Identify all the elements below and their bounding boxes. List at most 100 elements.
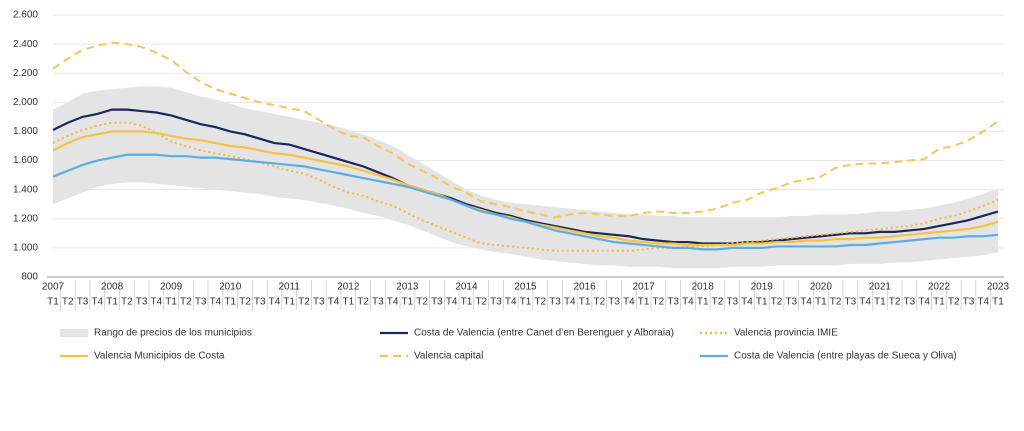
x-tick-label: T1: [579, 297, 591, 308]
legend-label: Costa de Valencia (entre playas de Sueca…: [734, 351, 957, 362]
year-label: 2012: [337, 282, 360, 293]
x-tick-label: T4: [328, 297, 340, 308]
x-tick-label: T3: [313, 297, 325, 308]
x-tick-label: T1: [47, 297, 59, 308]
x-tick-label: T2: [416, 297, 428, 308]
x-tick-label: T2: [593, 297, 605, 308]
x-tick-label: T3: [785, 297, 797, 308]
x-tick-label: T1: [874, 297, 886, 308]
year-label: 2017: [633, 282, 656, 293]
y-tick-label: 1.600: [13, 155, 38, 166]
x-tick-label: T3: [195, 297, 207, 308]
x-tick-label: T1: [402, 297, 414, 308]
year-label: 2021: [869, 282, 892, 293]
x-tick-label: T4: [682, 297, 694, 308]
y-tick-label: 1.200: [13, 213, 38, 224]
y-tick-label: 800: [21, 272, 38, 283]
x-tick-label: T2: [712, 297, 724, 308]
x-tick-label: T2: [298, 297, 310, 308]
y-tick-label: 2.200: [13, 68, 38, 79]
x-tick-label: T1: [165, 297, 177, 308]
x-tick-label: T4: [446, 297, 458, 308]
series-line: [52, 108, 999, 245]
x-tick-label: T1: [815, 297, 827, 308]
year-label: 2010: [219, 282, 242, 293]
x-tick-label: T4: [918, 297, 930, 308]
x-tick-label: T2: [475, 297, 487, 308]
y-tick-label: 2.400: [13, 39, 38, 50]
x-tick-label: T1: [224, 297, 236, 308]
x-tick-label: T4: [800, 297, 812, 308]
legend-label: Valencia capital: [414, 351, 483, 362]
year-label: 2022: [928, 282, 951, 293]
year-label: 2008: [101, 282, 124, 293]
x-tick-label: T4: [387, 297, 399, 308]
x-tick-label: T3: [726, 297, 738, 308]
year-label: 2023: [987, 282, 1010, 293]
x-tick-label: T1: [520, 297, 532, 308]
year-label: 2007: [42, 282, 65, 293]
x-tick-label: T3: [845, 297, 857, 308]
year-label: 2014: [455, 282, 478, 293]
year-label: 2019: [751, 282, 774, 293]
series-line: [52, 153, 999, 251]
year-label: 2020: [810, 282, 833, 293]
x-tick-label: T4: [741, 297, 753, 308]
y-tick-label: 1.400: [13, 184, 38, 195]
x-tick-label: T2: [121, 297, 133, 308]
x-tick-label: T3: [77, 297, 89, 308]
x-tick-label: T4: [505, 297, 517, 308]
x-tick-label: T3: [372, 297, 384, 308]
x-tick-label: T3: [904, 297, 916, 308]
x-tick-label: T4: [623, 297, 635, 308]
legend-label: Valencia provincia IMIE: [734, 328, 838, 339]
x-tick-label: T3: [549, 297, 561, 308]
x-tick-label: T4: [977, 297, 989, 308]
x-tick-label: T4: [859, 297, 871, 308]
x-tick-label: T2: [180, 297, 192, 308]
legend-label: Rango de precios de los municipios: [94, 328, 252, 339]
x-tick-label: T3: [490, 297, 502, 308]
x-tick-label: T3: [431, 297, 443, 308]
y-tick-label: 1.000: [13, 243, 38, 254]
range-band: [53, 86, 998, 269]
x-tick-label: T4: [91, 297, 103, 308]
year-label: 2013: [396, 282, 419, 293]
x-tick-label: T2: [239, 297, 251, 308]
x-tick-label: T1: [933, 297, 945, 308]
x-tick-label: T2: [653, 297, 665, 308]
x-tick-label: T2: [948, 297, 960, 308]
x-tick-label: T1: [342, 297, 354, 308]
x-tick-label: T4: [564, 297, 576, 308]
y-tick-label: 2.000: [13, 97, 38, 108]
x-tick-label: T2: [534, 297, 546, 308]
x-tick-label: T1: [756, 297, 768, 308]
x-tick-label: T1: [697, 297, 709, 308]
x-tick-label: T3: [254, 297, 266, 308]
x-tick-label: T4: [151, 297, 163, 308]
x-tick-label: T1: [992, 297, 1004, 308]
x-tick-label: T2: [357, 297, 369, 308]
x-tick-label: T1: [638, 297, 650, 308]
x-tick-label: T1: [461, 297, 473, 308]
x-tick-label: T4: [269, 297, 281, 308]
legend-swatch: [60, 329, 88, 337]
series-line: [52, 41, 999, 219]
x-tick-label: T2: [62, 297, 74, 308]
x-tick-label: T2: [830, 297, 842, 308]
year-label: 2018: [692, 282, 715, 293]
x-tick-label: T3: [667, 297, 679, 308]
x-tick-label: T2: [889, 297, 901, 308]
x-tick-label: T2: [771, 297, 783, 308]
legend-label: Costa de Valencia (entre Canet d’en Bere…: [414, 328, 674, 339]
legend-label: Valencia Municipios de Costa: [94, 351, 225, 362]
y-tick-label: 2.600: [13, 10, 38, 21]
x-tick-label: T3: [136, 297, 148, 308]
x-tick-label: T4: [210, 297, 222, 308]
y-tick-label: 1.800: [13, 126, 38, 137]
year-label: 2015: [514, 282, 537, 293]
year-label: 2009: [160, 282, 183, 293]
year-label: 2011: [278, 282, 300, 293]
x-tick-label: T1: [283, 297, 295, 308]
